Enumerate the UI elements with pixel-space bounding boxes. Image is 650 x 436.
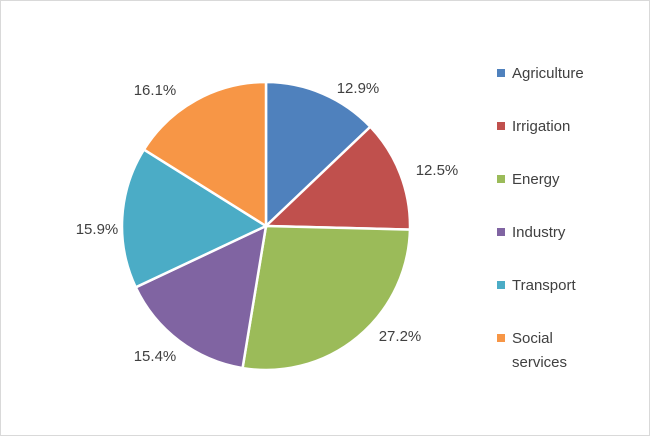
legend-swatch: [497, 281, 505, 289]
legend-swatch: [497, 334, 505, 342]
legend-label: Agriculture: [512, 65, 584, 82]
legend-swatch: [497, 122, 505, 130]
pie-slice-transport: [120, 147, 269, 289]
legend-label: Industry: [512, 224, 566, 241]
legend-label: Energy: [512, 171, 560, 188]
data-label: 27.2%: [379, 328, 422, 345]
legend-label: Transport: [512, 277, 576, 294]
legend-swatch: [497, 69, 505, 77]
pie-slice-irrigation: [262, 125, 412, 231]
pie-slice-energy: [241, 224, 412, 372]
data-label: 12.9%: [337, 80, 380, 97]
legend-label: Social services: [512, 330, 568, 371]
data-label: 16.1%: [134, 82, 177, 99]
data-label: 15.4%: [134, 348, 177, 365]
pie-slice-social-services: [142, 80, 268, 229]
data-label: 12.5%: [416, 162, 459, 179]
pie-slice-industry: [134, 223, 268, 370]
legend-swatch: [497, 175, 505, 183]
legend-label: Irrigation: [512, 118, 571, 135]
pie-slice-agriculture: [264, 80, 373, 229]
data-label: 15.9%: [76, 221, 119, 238]
legend-swatch: [497, 228, 505, 236]
